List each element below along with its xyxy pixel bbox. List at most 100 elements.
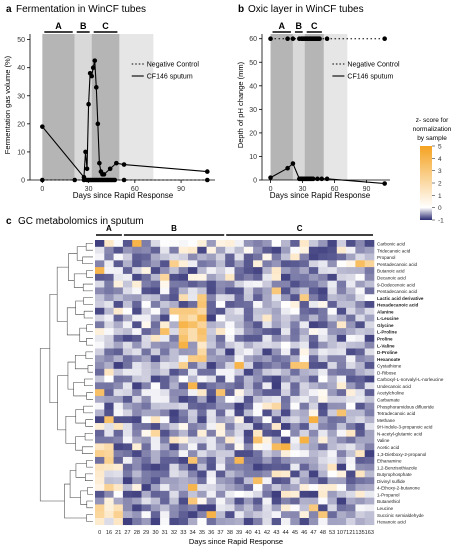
heatmap-cell [299,382,310,390]
heatmap-cell [234,443,245,451]
heatmap-cell [243,280,254,288]
heatmap-cell [104,409,114,417]
heatmap-cell [104,368,114,376]
heatmap-cell [318,395,328,404]
panel-b-plot: A B C 0 10 20 30 40 50 60 0 30 60 90 Negative Control C… [249,21,400,193]
heatmap-cell [281,348,291,356]
heatmap-cell [132,395,142,404]
heatmap-cell [113,382,124,390]
heatmap-cell [346,429,356,437]
heatmap-cell [336,294,347,302]
heatmap-cell [346,334,356,342]
heatmap-cell [243,511,254,519]
heatmap-cell [95,307,105,315]
heatmap-cell [253,287,263,295]
heatmap-cell [95,280,105,288]
heatmap-cell [262,504,272,512]
heatmap-cell [160,334,170,342]
heatmap-cell [178,517,189,526]
heatmap-cell [243,423,254,431]
row-label: Carbonic acid [377,242,406,247]
heatmap-cell [262,477,272,485]
column-label: 41 [255,530,261,536]
heatmap-cell [188,328,198,336]
heatmap-cell [243,517,254,526]
heatmap-cell [197,477,207,485]
heatmap-cell [225,443,235,451]
heatmap-cell [308,504,319,512]
heatmap-cell [299,334,310,342]
heatmap-cell [122,382,133,390]
heatmap-cell [197,395,207,404]
panel-b-ylabel: Depth of pH change (mm) [236,61,245,148]
column-label: 42 [264,530,270,536]
heatmap-cell [262,260,272,268]
heatmap-cell [262,375,272,383]
heatmap-cell [160,246,170,254]
heatmap-cell [271,362,282,370]
heatmap-cell [141,402,152,410]
heatmap-cell [132,389,142,397]
heatmap-cell [141,423,152,431]
heatmap-cell [225,436,235,444]
heatmap-cell [318,429,328,437]
colorbar-title-line-2: normalization [413,126,452,133]
heatmap-cell [281,240,291,248]
heatmap-cell [215,362,226,370]
heatmap-cell [215,389,226,397]
heatmap-cell [206,402,217,410]
heatmap-cell [95,470,105,478]
heatmap-cell [281,511,291,519]
heatmap-cell [160,470,170,478]
heatmap-cell [113,463,124,471]
heatmap-cell [113,477,124,485]
heatmap-cell [243,348,254,356]
heatmap-cell [206,253,217,261]
heatmap-cell [169,328,179,336]
heatmap-cell [122,267,133,275]
heatmap-cell [178,416,189,424]
heatmap-cell [104,382,114,390]
heatmap-cell [318,477,328,485]
heatmap-cell [95,348,105,356]
column-label: 21 [115,530,121,536]
heatmap-cell [132,375,142,383]
heatmap-cell [113,470,124,478]
heatmap-cell [308,314,319,322]
heatmap-cell [215,463,226,471]
heatmap-cell [355,287,365,295]
heatmap-cell [253,443,263,451]
heatmap-cell [122,348,133,356]
heatmap-cell [141,504,152,512]
heatmap-cell [318,511,328,519]
heatmap-cell [243,253,254,261]
heatmap-cell [95,253,105,261]
heatmap-cell [364,260,375,268]
heatmap-cell [299,280,310,288]
heatmap-cell [271,267,282,275]
heatmap-cell [346,511,356,519]
heatmap-cell [243,497,254,505]
heatmap-cell [113,450,124,458]
heatmap-cell [243,362,254,370]
heatmap-cell [336,362,347,370]
row-label: Butyrophosphate [377,472,412,477]
heatmap-cell [243,504,254,512]
heatmap-cell [132,368,142,376]
heatmap-cell [318,490,328,498]
heatmap-cell [271,355,282,363]
heatmap-cell [299,301,310,309]
heatmap-cell [234,307,245,315]
heatmap-cell [197,280,207,288]
heatmap-cell [104,362,114,370]
heatmap-cell [281,375,291,383]
heatmap-cell [113,368,124,376]
heatmap-cell [225,389,235,397]
data-point [382,36,387,42]
heatmap-cell [178,348,189,356]
heatmap-cell [150,355,161,363]
heatmap-cell [271,443,282,451]
heatmap-cell [327,341,338,349]
heatmap-cell [327,355,338,363]
heatmap-cell [271,456,282,465]
